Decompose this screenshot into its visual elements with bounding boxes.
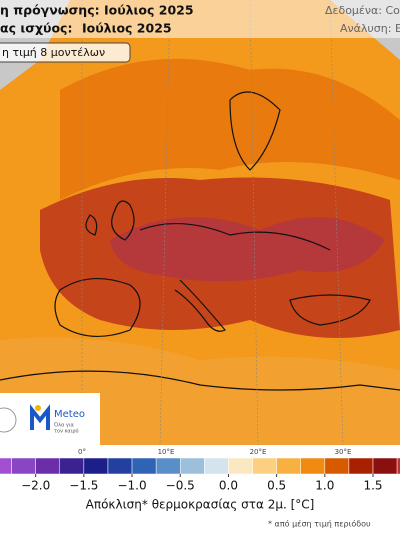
colorbar-label: Απόκλιση* θερμοκρασίας στα 2μ. [°C] [86,498,315,512]
badge-box [0,42,131,63]
map: η πρόγνωσης: Ιούλιος 2025 ας ισχύος: Ιού… [0,0,400,445]
validity-value: Ιούλιος 2025 [82,21,172,36]
colorbar-tick-label: 0.0 [219,479,238,493]
analysis: Ανάλυση: ΕΑ [340,22,400,35]
colorbar-bin [324,457,350,475]
colorbar-bin [276,457,301,475]
logo-sun [35,405,41,411]
coastlines [0,91,400,391]
colorbar-bin [300,457,326,475]
header-band [0,0,400,38]
colorbar-bin [252,457,277,475]
colorbar-tick-label: 1.0 [315,479,334,493]
colorbar-bin [348,457,374,475]
colorbar-tick-label: 0.5 [267,479,286,493]
anomaly-region [110,217,385,282]
source: Δεδομένα: Copern [325,4,400,17]
colorbar-tick-label: 1.5 [363,479,382,493]
colorbar-bin [131,457,157,475]
longitude-label: 10°E [158,448,175,456]
colorbar-bin [11,457,36,475]
longitude-label: 0° [78,448,86,456]
colorbar-tick-label: −2.0 [21,479,50,493]
colorbar-bin [204,457,229,475]
longitude-label: 20°E [250,448,267,456]
colorbar-bin [35,457,61,475]
colorbar-bin [372,457,398,475]
colorbar-bin [228,457,253,475]
colorbar-bin [107,457,133,475]
colorbar-tick-label: −1.0 [117,479,146,493]
validity-label: ας ισχύος: [0,21,72,36]
colorbar: −2.0 −1.5 −1.0 −0.5 0.0 0.5 1.0 1.5 [0,457,400,493]
longitude-label: 30°E [335,448,352,456]
colorbar-bin [0,457,12,475]
longitude-labels: 0° 10°E 20°E 30°E [78,448,351,456]
colorbar-bin [59,457,85,475]
anomaly-region [60,58,400,200]
logo-seal [0,407,17,433]
logo-tagline: τον καιρό [54,428,79,435]
badge: η τιμή 8 μοντέλων [2,46,105,59]
logo-name: Meteo [54,409,85,420]
colorbar-tick-label: −1.5 [69,479,98,493]
forecast-line: η πρόγνωσης: Ιούλιος 2025 [0,3,194,18]
logo-mark [30,404,50,430]
footnote: * από μέση τιμή περιόδου [268,519,371,529]
logo-tagline: Όλα για [53,422,75,429]
colorbar-tick-label: −0.5 [166,479,195,493]
colorbar-bin [396,457,400,475]
colorbar-bin [179,457,205,475]
colorbar-bin [83,457,109,475]
colorbar-bin [155,457,181,475]
